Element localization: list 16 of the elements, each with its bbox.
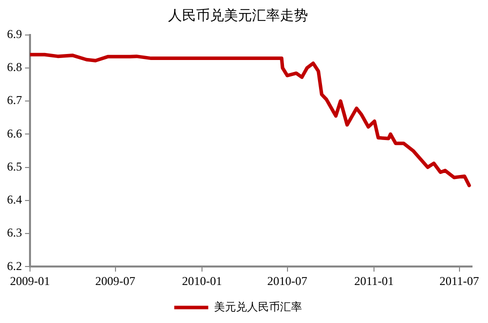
y-tick-label: 6.8 bbox=[7, 60, 22, 74]
y-tick-label: 6.7 bbox=[7, 93, 22, 108]
x-tick-label: 2011-01 bbox=[354, 274, 394, 288]
x-tick-label: 2009-01 bbox=[10, 274, 50, 288]
y-tick-label: 6.4 bbox=[7, 192, 22, 207]
legend-label: 美元兑人民币汇率 bbox=[214, 300, 302, 314]
y-tick-label: 6.5 bbox=[7, 159, 22, 174]
x-tick-label: 2010-07 bbox=[267, 274, 308, 288]
y-tick-label: 6.3 bbox=[7, 226, 22, 240]
x-tick-label: 2009-07 bbox=[95, 274, 136, 288]
chart-title: 人民币兑美元汇率走势 bbox=[168, 8, 308, 24]
y-tick-label: 6.6 bbox=[7, 126, 22, 140]
y-tick-label: 6.2 bbox=[7, 258, 22, 273]
x-tick-label: 2011-07 bbox=[439, 274, 480, 288]
y-tick-label: 6.9 bbox=[7, 26, 22, 41]
x-tick-label: 2010-01 bbox=[182, 274, 222, 288]
